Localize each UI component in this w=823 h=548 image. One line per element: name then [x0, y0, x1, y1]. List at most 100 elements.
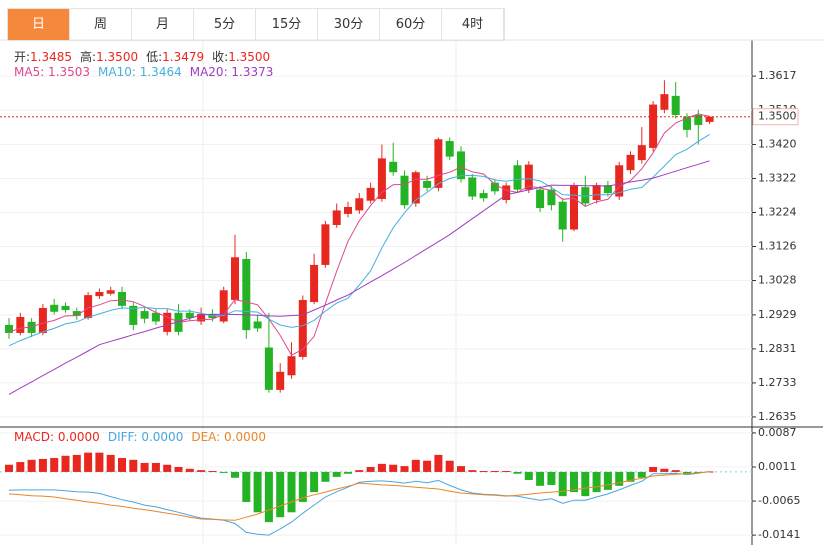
macd-bar [95, 452, 104, 472]
candle-body [118, 291, 126, 306]
candle-body [536, 189, 545, 208]
period-tab[interactable]: 60分 [380, 9, 442, 40]
macd-bar [129, 459, 138, 472]
candle-body [615, 165, 624, 197]
macd-bar [626, 471, 635, 482]
candle-body [332, 210, 341, 225]
candle-body [603, 185, 612, 194]
candle-body [185, 312, 194, 319]
macd-line [8, 471, 710, 521]
macd-bar [479, 471, 488, 473]
candle-body [84, 295, 93, 319]
y-tick-label: 1.3617 [758, 69, 797, 82]
period-tab[interactable]: 4时 [442, 9, 504, 40]
macd-bar [411, 459, 420, 472]
candle-body [163, 312, 172, 332]
period-tab[interactable]: 月 [132, 9, 194, 40]
y-tick-label: 1.2929 [758, 308, 797, 321]
ohlc-value: 1.3485 [30, 50, 73, 64]
period-tab[interactable]: 周 [70, 9, 132, 40]
macd-bar [603, 471, 612, 490]
y-tick-label: 1.3126 [758, 240, 797, 253]
candle-body [366, 187, 375, 201]
macd-bar [683, 471, 691, 474]
macd-bar [344, 471, 352, 474]
candle-body [151, 312, 160, 322]
macd-bar [197, 470, 206, 472]
macd-bar [502, 471, 511, 473]
macd-bar [355, 470, 364, 472]
period-tabs: 日周月 5分 15分 30分 60分 4时 [7, 8, 505, 41]
macd-bar [457, 466, 465, 472]
candle-body [287, 356, 296, 376]
candle-body [355, 198, 364, 211]
candle-body [490, 182, 499, 192]
ohlc-key: 收: [212, 50, 229, 64]
ma-legend-item: MA5: 1.3503 [14, 65, 91, 79]
y-tick-label: 1.3224 [758, 206, 797, 219]
ma-line [8, 160, 710, 395]
macd-bar [27, 459, 36, 472]
candle-body [253, 321, 262, 329]
candle-body [411, 172, 420, 204]
macd-bar [264, 471, 273, 523]
period-tab[interactable]: 5分 [194, 9, 256, 40]
macd-bar [592, 471, 601, 493]
macd-bar [151, 462, 160, 472]
candle-body [140, 311, 149, 319]
macd-bar [106, 454, 115, 472]
candle-body [344, 206, 352, 214]
y-tick-label: 1.2733 [758, 376, 797, 389]
y-tick-label: 1.3028 [758, 274, 797, 287]
macd-bar [84, 452, 93, 472]
y-tick-label: 1.3322 [758, 171, 797, 184]
macd-bar [276, 471, 285, 518]
macd-legend-item: DEA: 0.0000 [191, 430, 266, 444]
y-tick-label: 1.2635 [758, 410, 797, 423]
ohlc-item: 高:1.3500 [80, 50, 138, 64]
macd-bar [547, 471, 556, 485]
candle-body [264, 347, 273, 390]
macd-bar [231, 471, 239, 478]
macd-legend: MACD: 0.0000 DIFF: 0.0000 DEA: 0.0000 [14, 430, 274, 444]
candle-body [649, 104, 658, 148]
candle-body [626, 154, 635, 171]
macd-bar [434, 454, 443, 472]
macd-bar [400, 466, 409, 472]
macd-bar [208, 471, 217, 473]
candle-body [298, 299, 307, 357]
candle-body [219, 290, 228, 322]
candle-body [547, 189, 556, 206]
candle-body [129, 305, 138, 325]
candle-body [479, 193, 488, 199]
candle-body [558, 201, 567, 230]
candle-body [310, 264, 319, 303]
y-tick-label: -0.0065 [758, 494, 800, 507]
macd-bar [174, 467, 183, 472]
candle-body [95, 291, 104, 297]
macd-bar [38, 458, 47, 472]
candle-body [106, 290, 115, 294]
candle-body [72, 311, 81, 316]
macd-bar [615, 471, 624, 486]
period-tab[interactable]: 15分 [256, 9, 318, 40]
macd-bar [118, 458, 126, 472]
period-tab[interactable]: 30分 [318, 9, 380, 40]
candle-body [570, 185, 578, 230]
ohlc-item: 收:1.3500 [212, 50, 270, 64]
macd-bar [513, 471, 522, 474]
candle-body [637, 145, 646, 161]
period-tab[interactable]: 日 [8, 9, 70, 40]
candle-body [705, 116, 714, 122]
macd-bar [660, 468, 669, 472]
candle-body [524, 164, 533, 190]
macd-bar [389, 464, 398, 472]
ohlc-legend: 开:1.3485 高:1.3500 低:1.3479 收:1.3500 [14, 48, 278, 65]
macd-bar [377, 463, 386, 472]
ohlc-key: 低: [146, 50, 163, 64]
macd-bar [287, 471, 296, 513]
y-tick-label: 1.3420 [758, 137, 797, 150]
macd-bar [332, 471, 341, 477]
macd-bar [558, 471, 567, 497]
macd-bar [50, 458, 59, 472]
